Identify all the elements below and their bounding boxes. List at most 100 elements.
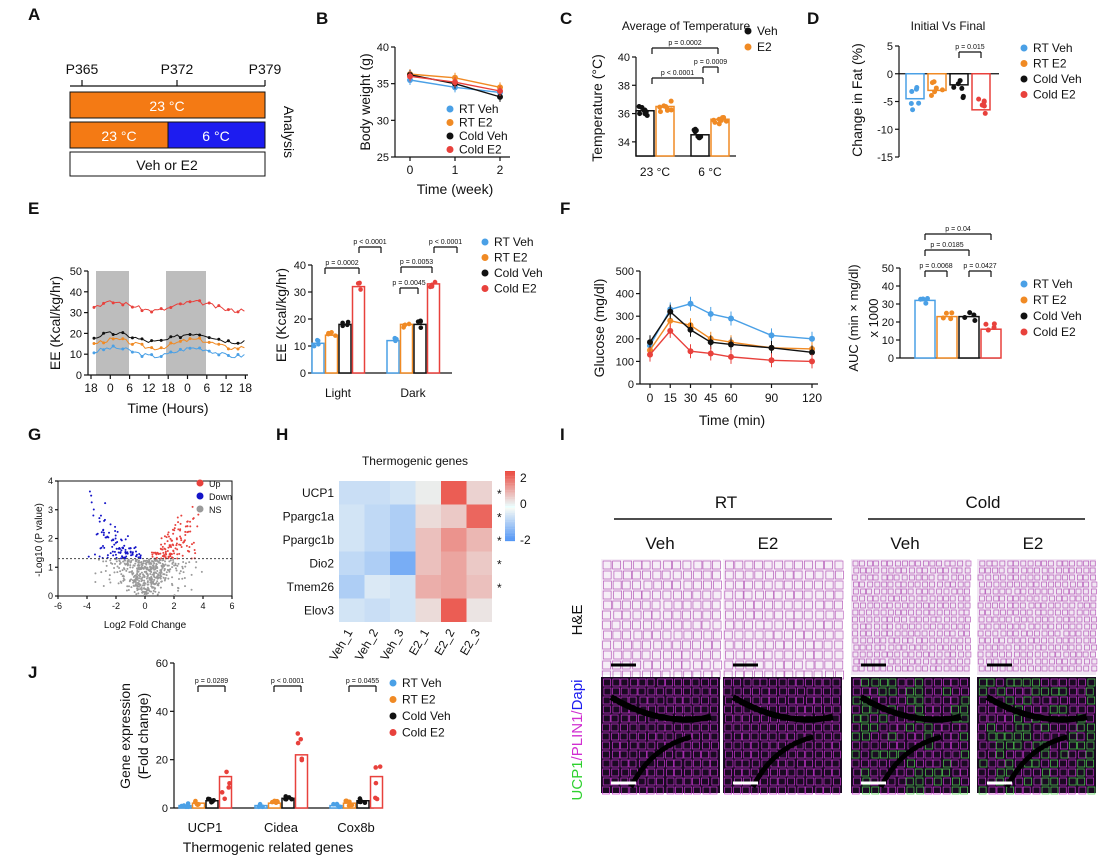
i-cell [824, 705, 832, 714]
i-cell [777, 777, 786, 786]
i-cell [853, 567, 860, 574]
i-cell [805, 750, 814, 759]
i-cell [1041, 786, 1050, 795]
i-cell [752, 714, 760, 723]
i-cell [999, 616, 1006, 623]
i-cell [985, 651, 992, 658]
i-cell [1049, 705, 1058, 714]
i-cell [1062, 560, 1069, 567]
i-cell [725, 620, 734, 630]
g-point-ns [157, 573, 160, 576]
i-cell [1076, 623, 1083, 630]
e2-dot [345, 319, 351, 325]
i-cell [916, 759, 924, 768]
i-cell [806, 777, 815, 786]
i-cell [666, 696, 675, 705]
i-cell [713, 660, 723, 670]
i-cell [692, 640, 701, 650]
f2-dot [943, 310, 949, 316]
e2-y-tick-label: 40 [294, 260, 306, 272]
condition-bar-acclimation [69, 121, 169, 149]
i-cell [803, 590, 813, 600]
h-scale-step [505, 518, 515, 521]
i-cell [942, 567, 949, 574]
g-point-ns [153, 568, 156, 571]
f-x-tick-label: 0 [647, 391, 654, 405]
e-point [130, 305, 134, 309]
i-cell [1084, 658, 1090, 665]
i-cell [995, 723, 1004, 732]
j-x-label: Cidea [264, 820, 299, 835]
i-cell [795, 630, 804, 640]
i-cell [735, 580, 744, 590]
i-cell [774, 580, 784, 590]
i-cell [1014, 581, 1020, 588]
g-point-up [176, 553, 179, 556]
g-point-down [120, 538, 123, 541]
i-cell [887, 665, 893, 672]
e-x-tick-label: 18 [84, 381, 98, 395]
i-cell [859, 616, 865, 623]
i-cell [702, 741, 710, 750]
i-cell [1035, 609, 1042, 616]
i-cell [682, 600, 692, 610]
i-cell [897, 723, 906, 732]
i-cell [815, 750, 824, 759]
g-point-up [164, 548, 167, 551]
analysis-label: Analysis [281, 106, 297, 158]
i-cell [1020, 630, 1027, 637]
g-point-ns [153, 578, 156, 581]
e2-bar [413, 323, 427, 374]
i-cell [1007, 602, 1013, 609]
c-dot [697, 135, 703, 141]
i-cell [815, 560, 824, 570]
h-col-label: Veh_2 [352, 626, 381, 663]
i-cell [784, 560, 794, 570]
i-cell [930, 658, 937, 665]
i-cell [1063, 630, 1070, 637]
h-row-label: Dio2 [309, 557, 334, 571]
i-cell [692, 590, 702, 600]
i-cell [895, 581, 902, 588]
i-cell [1007, 567, 1014, 574]
i-cell [814, 705, 823, 714]
i-cell [1028, 588, 1035, 595]
g-point-ns [156, 567, 159, 570]
i-cell [1075, 588, 1082, 595]
j-legend-label: RT E2 [402, 693, 436, 707]
e-legend-label: RT E2 [494, 251, 528, 265]
g-point-down [88, 490, 91, 493]
e2-y-tick-label: 10 [294, 341, 306, 353]
h-cell [339, 481, 365, 505]
g-point-down [115, 547, 118, 550]
i-cell [673, 660, 682, 670]
i-cell [901, 595, 907, 602]
i-cell [1085, 768, 1094, 777]
h-scale-step [505, 516, 515, 519]
g-point-ns [151, 592, 154, 595]
g-point-down [99, 514, 102, 517]
g-point-up [174, 523, 177, 526]
i-cell [999, 595, 1005, 602]
i-cell [944, 630, 950, 637]
i-cell [778, 723, 786, 732]
i-cell [1006, 630, 1013, 637]
i-cell [988, 732, 997, 741]
i-cell [1050, 759, 1058, 768]
i-cell [936, 637, 942, 644]
g-point-ns [184, 562, 187, 565]
i-cell [928, 574, 935, 581]
b-x-tick-label: 0 [407, 163, 414, 177]
i-cell [763, 580, 773, 590]
i-cell [907, 665, 914, 672]
h-cell [339, 528, 365, 552]
i-cell [851, 750, 860, 759]
i-cell [805, 570, 814, 580]
i-cell [1048, 567, 1055, 574]
i-cell [894, 637, 901, 644]
i-cell [1022, 723, 1031, 732]
i-cell [620, 687, 629, 696]
g-point-up [177, 528, 180, 531]
i-cell [951, 574, 958, 581]
e-y-tick-label: 30 [70, 308, 82, 320]
